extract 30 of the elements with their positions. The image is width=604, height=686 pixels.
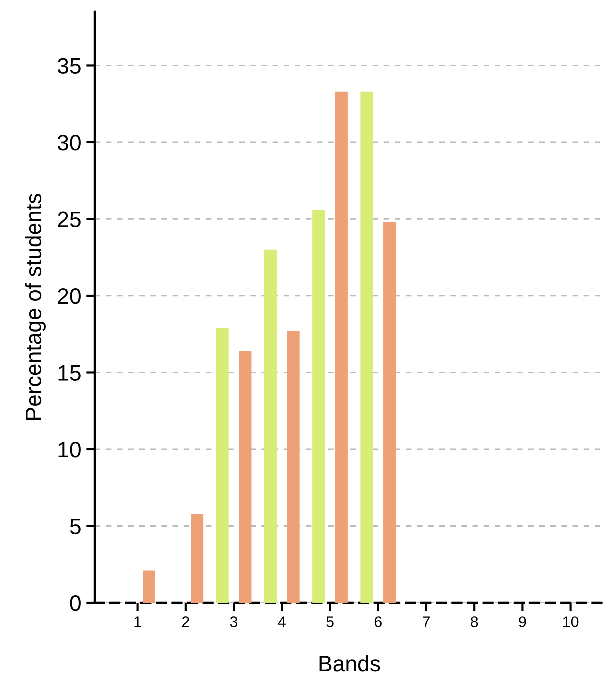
x-axis-title: Bands	[320, 655, 380, 672]
x-tick-label: 3	[230, 616, 238, 628]
bar	[142, 570, 156, 603]
x-tick-label: 9	[519, 616, 526, 628]
x-tick-label: 6	[374, 616, 382, 628]
bar	[335, 92, 348, 603]
y-tick-label: 20	[58, 288, 81, 304]
y-tick-label: 25	[58, 212, 81, 228]
x-tick-label: 10	[563, 616, 579, 628]
x-tick-label: 1	[134, 616, 142, 628]
y-tick-label: 5	[70, 519, 81, 535]
bar	[287, 331, 300, 603]
x-tick-label: 4	[278, 616, 286, 628]
y-tick-label: 35	[58, 58, 81, 74]
y-tick-label: 15	[58, 366, 81, 382]
x-tick-label: 2	[182, 616, 190, 628]
x-tick-label: 5	[326, 616, 334, 628]
x-tick-label: 8	[471, 616, 478, 628]
bar	[191, 514, 204, 603]
bar	[264, 250, 277, 603]
y-axis-title: Percentage of students	[25, 194, 46, 420]
bar	[216, 328, 229, 603]
bar	[384, 222, 396, 603]
bar	[360, 92, 374, 603]
bar	[312, 210, 326, 603]
x-tick-label: 7	[423, 616, 430, 628]
y-tick-label: 10	[58, 442, 81, 458]
y-tick-label: 0	[70, 596, 81, 612]
bar	[239, 351, 252, 603]
y-tick-label: 30	[58, 135, 81, 151]
